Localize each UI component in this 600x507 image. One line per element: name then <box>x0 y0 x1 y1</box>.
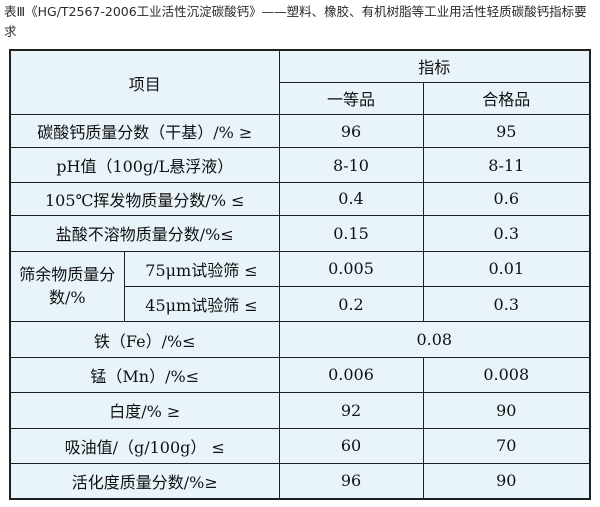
table-row: 吸油值/（g/100g） ≤ 60 70 <box>9 427 591 464</box>
table-row: 活化度质量分数/%≥ 96 90 <box>9 462 591 500</box>
header-item: 项目 <box>9 49 280 116</box>
row-value-grade2: 90 <box>422 392 591 429</box>
table-row: 筛余物质量分数/% 75μm试验筛 ≤ 0.005 0.01 <box>9 250 591 323</box>
header-grade1: 一等品 <box>278 81 424 116</box>
row-value-grade2: 0.008 <box>422 356 591 394</box>
row-value-grade1: 96 <box>278 462 424 500</box>
row-label: 铁（Fe）/%≤ <box>9 321 280 358</box>
row-value-grade1: 96 <box>278 114 424 149</box>
table-row: 白度/% ≥ 92 90 <box>9 392 591 429</box>
row-value-grade2: 70 <box>422 427 591 464</box>
table-row: pH值（100g/L悬浮液） 8-10 8-11 <box>9 147 591 183</box>
table-row: 45μm试验筛 ≤ 0.2 0.3 <box>10 285 591 323</box>
row-value-grade1: 0.2 <box>278 285 424 323</box>
row-label: 盐酸不溶物质量分数/%≤ <box>9 215 280 252</box>
header-grade2: 合格品 <box>422 81 591 116</box>
row-label: 碳酸钙质量分数（干基）/% ≥ <box>9 114 280 149</box>
row-value-grade2: 0.3 <box>422 285 591 323</box>
row-label: 活化度质量分数/%≥ <box>9 462 280 500</box>
sieve-group-label: 筛余物质量分数/% <box>9 250 125 323</box>
row-value-grade2: 8-11 <box>422 147 591 183</box>
row-label: 白度/% ≥ <box>9 392 280 429</box>
row-value-grade2: 0.6 <box>422 181 591 217</box>
row-value-grade1: 92 <box>278 392 424 429</box>
row-value-grade2: 90 <box>422 462 591 500</box>
table-row: 盐酸不溶物质量分数/%≤ 0.15 0.3 <box>9 215 591 252</box>
row-value-grade1: 60 <box>278 427 424 464</box>
row-value-grade1: 8-10 <box>278 147 424 183</box>
table-row: 锰（Mn）/%≤ 0.006 0.008 <box>9 356 591 394</box>
row-value-grade2: 0.01 <box>422 250 591 287</box>
row-value-grade1: 0.006 <box>278 356 424 394</box>
table-row: 105℃挥发物质量分数/% ≤ 0.4 0.6 <box>9 181 591 217</box>
table-caption: 表Ⅲ《HG/T2567-2006工业活性沉淀碳酸钙》——塑料、橡胶、有机树脂等工… <box>4 4 587 39</box>
row-label: 105℃挥发物质量分数/% ≤ <box>9 181 280 217</box>
row-value-grade1: 0.4 <box>278 181 424 217</box>
row-label: pH值（100g/L悬浮液） <box>9 147 280 183</box>
row-value-merged: 0.08 <box>278 321 591 358</box>
spec-table: 项目 指标 一等品 合格品 碳酸钙质量分数（干基）/% ≥ 96 95 pH值（… <box>9 49 592 500</box>
row-label: 吸油值/（g/100g） ≤ <box>9 427 280 464</box>
header-index: 指标 <box>278 49 591 83</box>
row-value-grade1: 0.15 <box>278 215 424 252</box>
table-row: 碳酸钙质量分数（干基）/% ≥ 96 95 <box>9 114 591 149</box>
row-value-grade2: 0.3 <box>422 215 591 252</box>
sieve-sub-label: 75μm试验筛 ≤ <box>123 250 280 287</box>
row-value-grade2: 95 <box>422 114 591 149</box>
row-value-grade1: 0.005 <box>278 250 424 287</box>
table-row: 铁（Fe）/%≤ 0.08 <box>9 321 591 358</box>
sieve-sub-label: 45μm试验筛 ≤ <box>123 285 280 323</box>
row-label: 锰（Mn）/%≤ <box>9 356 280 394</box>
